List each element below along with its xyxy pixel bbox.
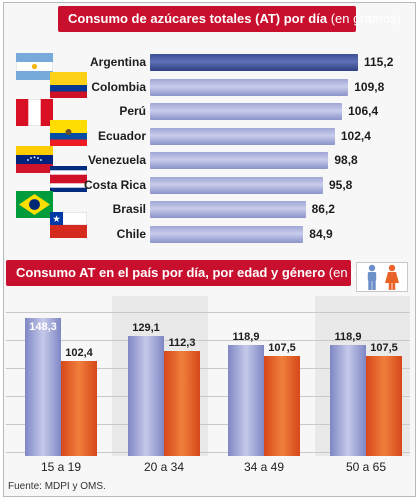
male-bar: [25, 318, 61, 456]
bottom-chart-title: Consumo AT en el país por día, por edad …: [6, 260, 399, 286]
country-value-label: 109,8: [354, 79, 385, 94]
male-value-label: 148,3: [29, 321, 57, 333]
gridline: [6, 340, 410, 341]
gridline: [6, 312, 410, 313]
age-group-label: 20 a 34: [143, 460, 185, 474]
country-value-label: 115,2: [364, 55, 394, 69]
bottom-chart-title-main: Consumo AT en el país por día, por edad …: [16, 265, 326, 280]
brazil-flag-icon: [16, 191, 53, 218]
source-note: Fuente: MDPI y OMS.: [8, 481, 106, 492]
top-chart-title: Consumo de azúcares totales (AT) por día…: [58, 6, 401, 32]
costa-rica-flag-icon: [50, 166, 87, 192]
country-bar: [150, 176, 323, 194]
male-icon: [367, 264, 377, 290]
country-value-label: 98,8: [334, 153, 358, 167]
country-bar: [150, 152, 329, 169]
ecuador-flag-icon: [50, 120, 87, 146]
chile-flag-icon: [50, 212, 87, 238]
female-icon: [385, 264, 399, 290]
country-bar: [150, 54, 358, 71]
top-chart-title-unit: (en gramos): [330, 11, 401, 26]
country-value-label: 102,4: [340, 128, 371, 143]
male-value-label: 118,9: [334, 331, 362, 344]
female-bar: [164, 351, 200, 456]
country-label: Chile: [116, 226, 146, 241]
male-bar: [330, 345, 366, 456]
age-group-label: 50 a 65: [345, 460, 387, 474]
gridline: [6, 424, 410, 425]
country-bar: [150, 225, 304, 243]
female-bar: [366, 355, 402, 456]
female-bar: [61, 360, 97, 456]
male-bar: [128, 335, 164, 456]
country-value-label: 106,4: [348, 104, 379, 118]
top-chart-title-main: Consumo de azúcares totales (AT) por día: [68, 11, 328, 26]
venezuela-flag-icon: [16, 146, 53, 173]
colombia-flag-icon: [50, 72, 87, 98]
female-value-label: 107,5: [370, 341, 398, 354]
gender-icons: [356, 262, 408, 292]
female-value-label: 102,4: [65, 346, 93, 359]
country-value-label: 95,8: [328, 177, 353, 192]
female-value-label: 107,5: [268, 341, 296, 354]
male-value-label: 129,1: [132, 321, 160, 334]
country-label: Argentina: [89, 55, 146, 69]
peru-flag-icon: [16, 99, 53, 126]
country-label: Ecuador: [97, 128, 146, 143]
male-bar: [228, 345, 264, 456]
country-value-label: 86,2: [311, 202, 335, 216]
country-bar: [150, 103, 343, 120]
age-group-label: 15 a 19: [40, 460, 82, 474]
female-bar: [264, 355, 300, 456]
gridline: [6, 396, 410, 397]
age-group-label: 34 a 49: [243, 460, 285, 474]
gridline: [6, 452, 410, 453]
female-value-label: 112,3: [168, 337, 196, 350]
argentina-flag-icon: [16, 53, 53, 80]
country-bar: [150, 127, 335, 145]
country-bar: [150, 201, 306, 218]
gridline: [6, 368, 410, 369]
male-value-label: 118,9: [232, 331, 260, 344]
country-label: Costa Rica: [83, 177, 146, 192]
country-label: Perú: [119, 104, 146, 118]
country-label: Brasil: [112, 202, 146, 216]
country-bar: [150, 78, 349, 96]
country-value-label: 84,9: [309, 226, 333, 241]
country-label: Colombia: [91, 79, 146, 94]
country-label: Venezuela: [87, 153, 146, 167]
